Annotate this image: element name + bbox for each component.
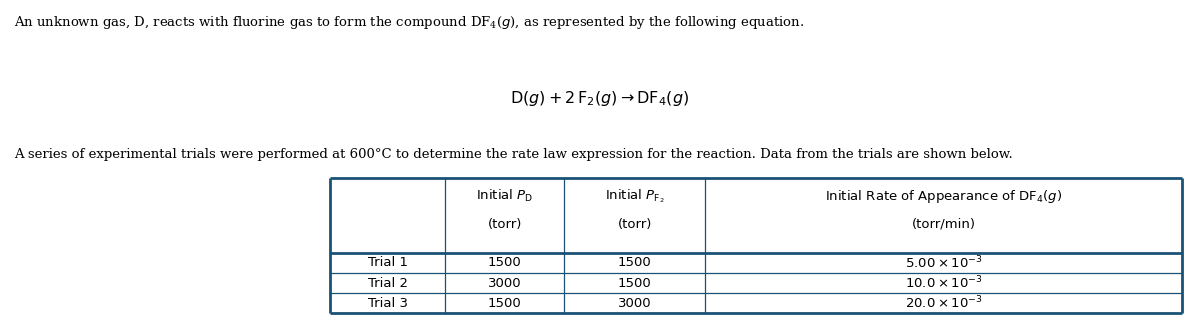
Text: 1500: 1500 xyxy=(618,277,652,289)
Text: $20.0 \times 10^{-3}$: $20.0 \times 10^{-3}$ xyxy=(905,295,983,311)
Text: A series of experimental trials were performed at 600°C to determine the rate la: A series of experimental trials were per… xyxy=(14,148,1013,161)
Text: Initial Rate of Appearance of $\mathrm{DF_4}$($g$): Initial Rate of Appearance of $\mathrm{D… xyxy=(824,188,1062,204)
Text: Trial 2: Trial 2 xyxy=(367,277,408,289)
Text: (torr/min): (torr/min) xyxy=(912,218,976,231)
Text: Initial $P_{\mathrm{D}}$: Initial $P_{\mathrm{D}}$ xyxy=(476,188,533,204)
Text: Trial 1: Trial 1 xyxy=(367,256,408,269)
Text: 3000: 3000 xyxy=(618,297,652,310)
Text: An unknown gas, D, reacts with fluorine gas to form the compound $\mathregular{D: An unknown gas, D, reacts with fluorine … xyxy=(14,14,805,31)
Text: 1500: 1500 xyxy=(487,297,522,310)
Text: 1500: 1500 xyxy=(618,256,652,269)
Text: Initial $P_{\mathrm{F_2}}$: Initial $P_{\mathrm{F_2}}$ xyxy=(605,188,665,205)
Text: $5.00 \times 10^{-3}$: $5.00 \times 10^{-3}$ xyxy=(905,255,983,271)
Text: Trial 3: Trial 3 xyxy=(367,297,408,310)
Text: (torr): (torr) xyxy=(487,218,522,231)
Text: $\mathrm{D}(g) + 2\,\mathrm{F_2}(g) \rightarrow \mathrm{DF_4}(g)$: $\mathrm{D}(g) + 2\,\mathrm{F_2}(g) \rig… xyxy=(510,89,690,108)
Text: 3000: 3000 xyxy=(488,277,522,289)
Text: 1500: 1500 xyxy=(487,256,522,269)
Text: $10.0 \times 10^{-3}$: $10.0 \times 10^{-3}$ xyxy=(905,275,983,291)
Text: (torr): (torr) xyxy=(618,218,652,231)
